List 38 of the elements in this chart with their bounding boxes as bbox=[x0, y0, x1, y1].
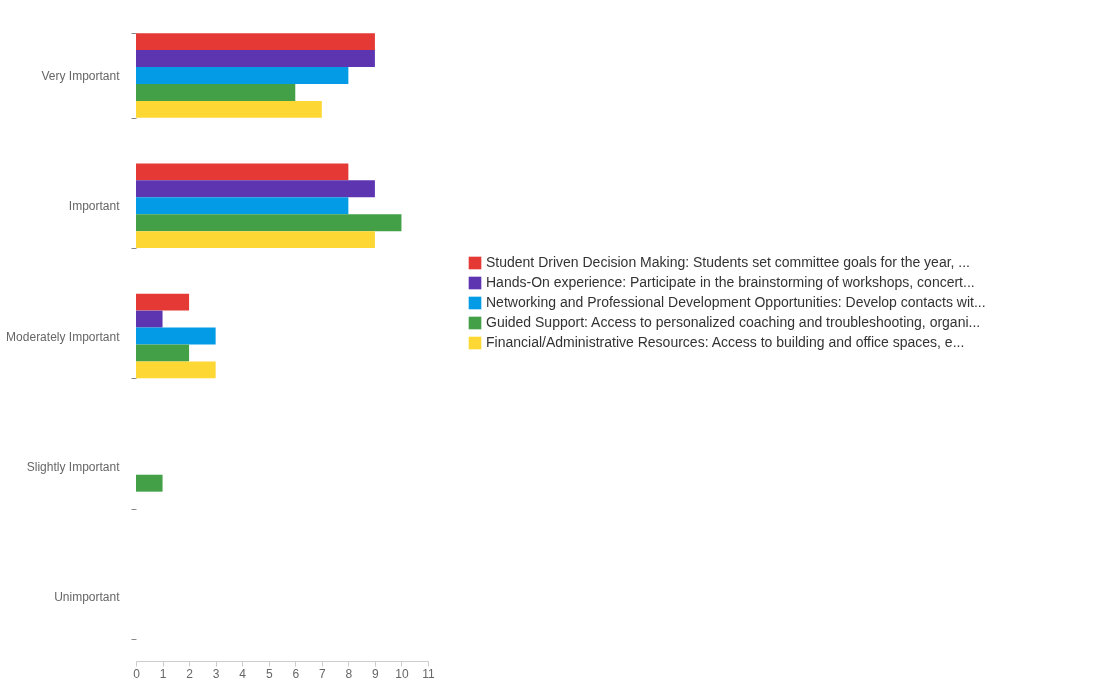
bar bbox=[136, 67, 349, 84]
x-tick-label: 9 bbox=[372, 666, 380, 681]
y-tick-label: Slightly Important bbox=[26, 459, 121, 474]
bar bbox=[136, 83, 296, 101]
bar bbox=[136, 474, 163, 492]
x-tick-label: 0 bbox=[133, 666, 141, 681]
bar bbox=[136, 33, 375, 51]
y-tick-label: Very Important bbox=[41, 68, 121, 83]
bar bbox=[136, 163, 349, 181]
x-tick-label: 8 bbox=[345, 666, 353, 681]
x-tick-label: 6 bbox=[292, 666, 300, 681]
bar bbox=[136, 327, 216, 345]
legend-label: Financial/Administrative Resources: Access to building and office spaces, e... bbox=[486, 334, 965, 350]
x-tick-label: 1 bbox=[159, 666, 167, 681]
bar bbox=[136, 197, 349, 215]
x-tick-label: 4 bbox=[239, 666, 247, 681]
legend-label: Networking and Professional Development Opportunities: Develop contacts wit... bbox=[486, 294, 986, 310]
y-tick-label: Unimportant bbox=[54, 590, 121, 605]
legend-label: Hands-On experience: Participate in the brainstorming of workshops, concert... bbox=[486, 274, 975, 290]
bar bbox=[136, 50, 375, 68]
x-tick-label: 2 bbox=[186, 666, 194, 681]
legend-label: Guided Support: Access to personalized coaching and troubleshooting, organi... bbox=[486, 314, 981, 330]
bar bbox=[136, 344, 190, 362]
bar bbox=[136, 214, 402, 232]
y-tick-label: Moderately Important bbox=[6, 329, 121, 344]
x-tick-label: 11 bbox=[422, 666, 436, 681]
x-tick-label: 7 bbox=[318, 666, 326, 681]
bar bbox=[136, 361, 216, 379]
y-tick-label: Important bbox=[68, 199, 121, 214]
bar bbox=[136, 310, 163, 328]
x-tick-label: 3 bbox=[212, 666, 220, 681]
bar bbox=[136, 180, 375, 198]
bar bbox=[136, 100, 322, 118]
bar bbox=[136, 293, 190, 311]
x-tick-label: 10 bbox=[395, 666, 409, 681]
legend-label: Student Driven Decision Making: Students set committee goals for the year, ... bbox=[486, 254, 971, 270]
x-tick-label: 5 bbox=[265, 666, 273, 681]
bar bbox=[136, 231, 375, 249]
